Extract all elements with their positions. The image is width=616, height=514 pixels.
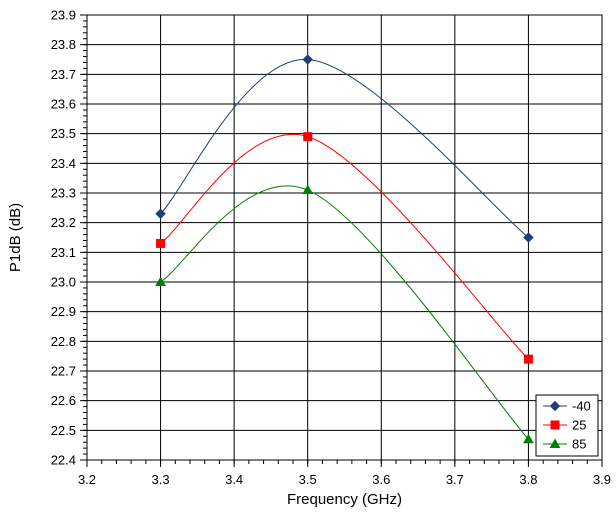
- y-tick-label: 22.5: [51, 423, 76, 438]
- x-tick-label: 3.5: [299, 472, 317, 487]
- legend-label: -40: [572, 399, 591, 414]
- y-tick-label: 23.8: [51, 37, 76, 52]
- y-tick-label: 22.7: [51, 364, 76, 379]
- y-tick-label: 23.7: [51, 67, 76, 82]
- axes: [80, 14, 603, 467]
- y-tick-label: 23.1: [51, 245, 76, 260]
- y-tick-label: 23.4: [51, 156, 76, 171]
- data-point: [302, 54, 313, 65]
- data-point: [155, 276, 166, 286]
- legend-marker: [549, 400, 561, 412]
- plot-frame: [86, 14, 603, 461]
- y-tick-label: 23.9: [51, 8, 76, 23]
- y-tick-label: 23.2: [51, 215, 76, 230]
- y-tick-label: 22.4: [51, 453, 76, 468]
- y-tick-label: 22.9: [51, 304, 76, 319]
- plot-area: [87, 15, 602, 460]
- series-layer: [155, 54, 534, 444]
- x-tick-label: 3.9: [593, 472, 611, 487]
- y-tick-label: 22.6: [51, 393, 76, 408]
- legend-marker: [550, 420, 560, 430]
- x-tick-label: 3.8: [519, 472, 537, 487]
- legend: -40 25 85: [535, 394, 599, 457]
- y-tick-label: 23.5: [51, 126, 76, 141]
- x-tick-label: 3.2: [78, 472, 96, 487]
- data-point: [302, 184, 314, 195]
- x-tick-label: 3.6: [372, 472, 390, 487]
- y-tick-label: 23.0: [51, 275, 76, 290]
- series-line-2: [160, 185, 529, 440]
- data-point: [523, 433, 534, 444]
- y-tick-label: 23.6: [51, 97, 76, 112]
- data-point: [156, 238, 166, 248]
- x-tick-label: 3.7: [446, 472, 464, 487]
- tick-labels: 3.2 3.3 3.4 3.5 3.6 3.7 3.8 3.9 22.4 22.5 22.6 22.7…: [51, 8, 611, 488]
- legend-label: 25: [572, 418, 586, 433]
- x-axis-title: Frequency (GHz): [287, 491, 402, 508]
- data-point: [523, 232, 534, 243]
- x-tick-label: 3.3: [152, 472, 170, 487]
- y-axis-title: P1dB (dB): [7, 203, 24, 272]
- legend-label: 85: [572, 437, 586, 452]
- y-tick-label: 23.3: [51, 186, 76, 201]
- data-point: [303, 132, 313, 142]
- series-line-1: [160, 133, 529, 360]
- x-tick-label: 3.4: [225, 472, 243, 487]
- legend-marker: [549, 438, 561, 448]
- y-tick-label: 22.8: [51, 334, 76, 349]
- data-point: [155, 208, 166, 219]
- data-point: [523, 354, 533, 364]
